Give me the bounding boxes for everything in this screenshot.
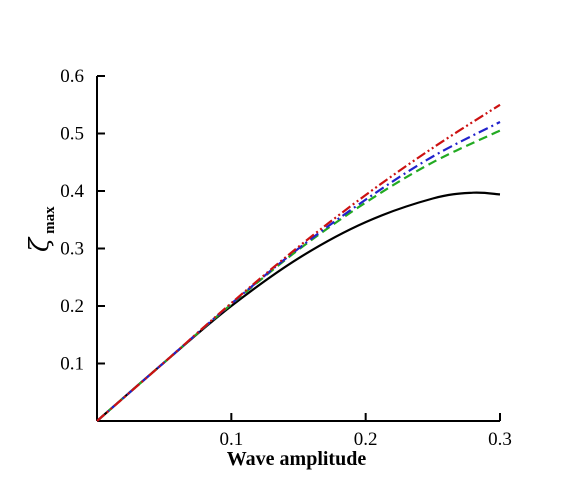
- series-line-2: [96, 129, 501, 422]
- x-tick-label: 0.1: [219, 429, 243, 450]
- y-tick-label: 0.2: [60, 296, 84, 317]
- ticks: 0.1 0.2 0.3 0.4 0.5 0.6 0.1 0.2 0.3: [60, 66, 512, 450]
- y-tick-label: 0.3: [60, 239, 84, 260]
- x-tick-label: 0.3: [488, 429, 512, 450]
- y-tick-label: 0.1: [60, 354, 84, 375]
- y-axis-label-subscript: max: [42, 206, 58, 234]
- series-line-3: [96, 121, 501, 422]
- y-axis-label-symbol: ζ: [25, 236, 55, 252]
- x-tick-label: 0.2: [354, 429, 378, 450]
- y-axis-label: ζ max: [25, 206, 58, 252]
- svg-text:ζ max: ζ max: [25, 206, 58, 252]
- series-line-4: [96, 103, 501, 422]
- y-tick-label: 0.6: [60, 66, 84, 87]
- y-tick-label: 0.4: [60, 181, 84, 202]
- y-tick-label: 0.5: [60, 124, 84, 145]
- x-axis-label: Wave amplitude: [227, 448, 367, 470]
- series-line-1: [96, 191, 501, 422]
- series-layer: [96, 103, 501, 422]
